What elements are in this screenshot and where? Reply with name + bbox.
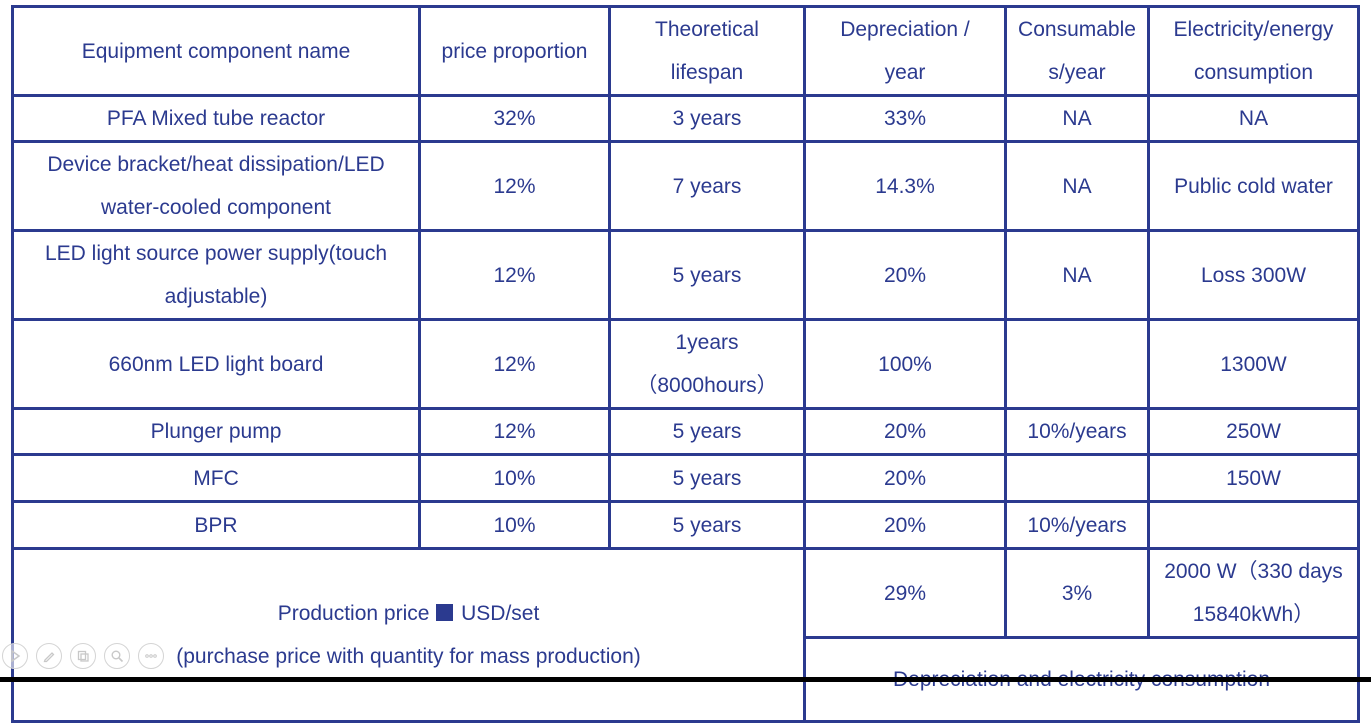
row-lifespan: 3 years: [608, 94, 806, 143]
table-row: PFA Mixed tube reactor 32% 3 years 33% N…: [11, 94, 1360, 143]
total-consumables: 3%: [1004, 547, 1150, 639]
table-row: Plunger pump 12% 5 years 20% 10%/years 2…: [11, 407, 1360, 456]
row-component-name: MFC: [11, 453, 421, 503]
row-price-proportion: 32%: [418, 94, 611, 143]
presentation-toolbar: [2, 643, 164, 669]
row-electricity: Public cold water: [1147, 140, 1360, 232]
row-consumables: NA: [1004, 94, 1150, 143]
row-depreciation: 100%: [803, 318, 1007, 410]
row-lifespan: 5 years: [608, 229, 806, 321]
row-consumables: [1004, 318, 1150, 410]
row-component-name: BPR: [11, 500, 421, 550]
row-lifespan: 5 years: [608, 500, 806, 550]
row-component-name: LED light source power supply(touch adjus…: [11, 229, 421, 321]
row-consumables: 10%/years: [1004, 500, 1150, 550]
copy-icon[interactable]: [70, 643, 96, 669]
row-depreciation: 14.3%: [803, 140, 1007, 232]
row-electricity: NA: [1147, 94, 1360, 143]
row-depreciation: 20%: [803, 407, 1007, 456]
row-lifespan: 5 years: [608, 407, 806, 456]
row-component-name: Plunger pump: [11, 407, 421, 456]
row-price-proportion: 12%: [418, 140, 611, 232]
row-depreciation: 33%: [803, 94, 1007, 143]
table-row: LED light source power supply(touch adjus…: [11, 229, 1360, 321]
table-row: MFC 10% 5 years 20% 150W: [11, 453, 1360, 503]
header-lifespan: Theoretical lifespan: [608, 5, 806, 97]
table-row: BPR 10% 5 years 20% 10%/years: [11, 500, 1360, 550]
more-icon[interactable]: [138, 643, 164, 669]
row-depreciation: 20%: [803, 500, 1007, 550]
row-electricity: 250W: [1147, 407, 1360, 456]
row-component-name: Device bracket/heat dissipation/LED water…: [11, 140, 421, 232]
header-component-name: Equipment component name: [11, 5, 421, 97]
table-row: 660nm LED light board 12% 1years （8000hou…: [11, 318, 1360, 410]
header-electricity: Electricity/energy consumption: [1147, 5, 1360, 97]
row-price-proportion: 10%: [418, 500, 611, 550]
row-electricity: [1147, 500, 1360, 550]
row-electricity: Loss 300W: [1147, 229, 1360, 321]
table-row: Device bracket/heat dissipation/LED water…: [11, 140, 1360, 232]
row-price-proportion: 10%: [418, 453, 611, 503]
equipment-cost-table: Equipment component name price proportio…: [11, 5, 1360, 723]
total-electricity: 2000 W（330 days 15840kWh）: [1147, 547, 1360, 639]
row-lifespan: 5 years: [608, 453, 806, 503]
row-consumables: NA: [1004, 140, 1150, 232]
row-depreciation: 20%: [803, 453, 1007, 503]
row-price-proportion: 12%: [418, 407, 611, 456]
row-electricity: 150W: [1147, 453, 1360, 503]
play-icon[interactable]: [2, 643, 28, 669]
row-price-proportion: 12%: [418, 229, 611, 321]
production-price-cell: Production price USD/set (purchase price…: [11, 547, 806, 723]
footer-row: Production price USD/set (purchase price…: [11, 547, 1360, 723]
window-bottom-edge: [0, 677, 1371, 682]
row-component-name: PFA Mixed tube reactor: [11, 94, 421, 143]
redacted-price-square: [436, 604, 454, 621]
production-price-label: Production price: [277, 602, 430, 625]
zoom-icon[interactable]: [104, 643, 130, 669]
production-price-note: (purchase price with quantity for mass p…: [176, 645, 641, 668]
row-price-proportion: 12%: [418, 318, 611, 410]
row-electricity: 1300W: [1147, 318, 1360, 410]
header-depreciation: Depreciation / year: [803, 5, 1007, 97]
header-row: Equipment component name price proportio…: [11, 5, 1360, 97]
pen-icon[interactable]: [36, 643, 62, 669]
row-component-name: 660nm LED light board: [11, 318, 421, 410]
row-consumables: 10%/years: [1004, 407, 1150, 456]
row-consumables: NA: [1004, 229, 1150, 321]
row-lifespan: 1years （8000hours）: [608, 318, 806, 410]
row-lifespan: 7 years: [608, 140, 806, 232]
total-depreciation: 29%: [803, 547, 1007, 639]
production-price-unit: USD/set: [461, 602, 540, 625]
header-price-proportion: price proportion: [418, 5, 611, 97]
header-consumables: Consumable s/year: [1004, 5, 1150, 97]
row-depreciation: 20%: [803, 229, 1007, 321]
row-consumables: [1004, 453, 1150, 503]
